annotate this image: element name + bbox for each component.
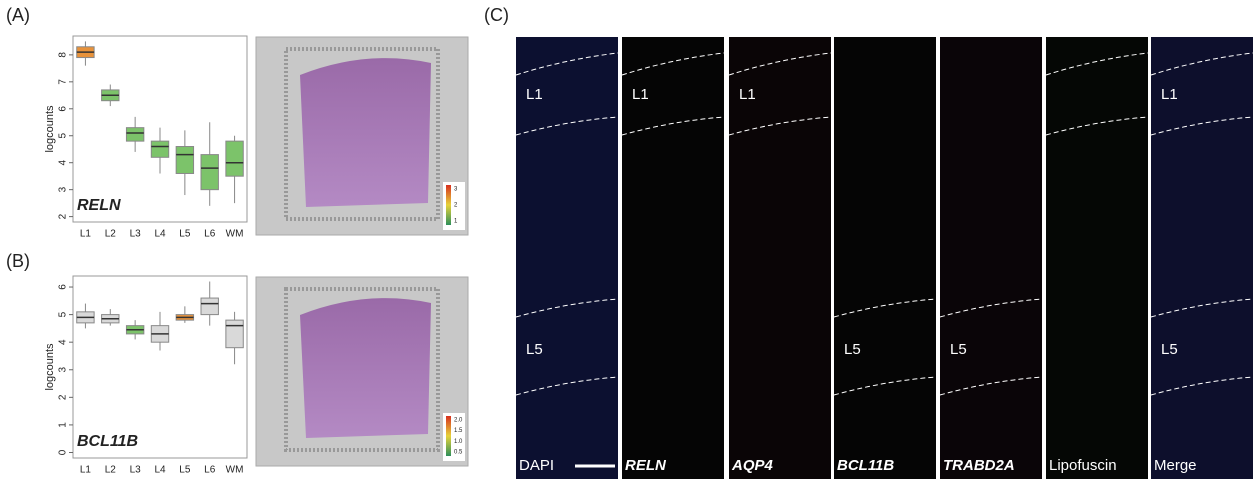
- y-axis-label: logcounts: [44, 343, 56, 391]
- layer-boundary: [515, 376, 619, 396]
- spot-array: [284, 47, 440, 221]
- y-tick-label: 2: [58, 394, 69, 400]
- layer-boundary: [1150, 116, 1253, 136]
- x-tick-label: L3: [130, 229, 142, 240]
- x-tick-label: WM: [226, 229, 244, 240]
- layer-boundary: [621, 52, 725, 76]
- x-tick-label: L4: [154, 229, 166, 240]
- channel-label: Lipofuscin: [1049, 457, 1117, 474]
- x-tick-label: L6: [204, 465, 216, 476]
- box: [125, 127, 145, 142]
- x-tick-label: L5: [179, 465, 191, 476]
- colorbar-label: 1.5: [454, 428, 463, 434]
- layer-label: L5: [526, 341, 543, 358]
- layer-boundary: [939, 376, 1043, 396]
- gene-annotation: BCL11B: [77, 433, 138, 450]
- x-tick-label: L3: [130, 465, 142, 476]
- layer-boundary: [833, 376, 937, 396]
- channel-label: AQP4: [731, 457, 774, 474]
- layer-boundary: [515, 298, 619, 318]
- channel-image: [1046, 37, 1148, 479]
- box: [150, 140, 170, 158]
- layer-label: L1: [1161, 86, 1178, 103]
- tissue: [300, 298, 431, 438]
- channel-label: TRABD2A: [943, 457, 1015, 474]
- y-tick-label: 1: [58, 422, 69, 428]
- layer-boundary: [1045, 52, 1149, 76]
- y-axis-label: logcounts: [44, 105, 56, 153]
- layer-label: L5: [1161, 341, 1178, 358]
- layer-label: L5: [950, 341, 967, 358]
- box: [225, 140, 244, 177]
- x-tick-label: L2: [105, 229, 117, 240]
- colorbar-label: 1.0: [454, 439, 463, 445]
- layer-label: L1: [526, 86, 543, 103]
- layer-boundary: [1045, 116, 1149, 136]
- channel-label: BCL11B: [837, 457, 894, 474]
- y-tick-label: 5: [58, 311, 69, 317]
- layer-label: L1: [739, 86, 756, 103]
- colorbar-label: 2.0: [454, 418, 463, 424]
- box: [175, 146, 195, 174]
- channel-image: [516, 37, 618, 479]
- y-tick-label: 6: [58, 284, 69, 290]
- x-tick-label: L4: [154, 465, 166, 476]
- channel-image: [834, 37, 936, 479]
- channel-label: RELN: [625, 457, 667, 474]
- channel-label: Merge: [1154, 457, 1197, 474]
- layer-boundary: [728, 52, 832, 76]
- x-tick-label: WM: [226, 465, 244, 476]
- box: [225, 319, 244, 349]
- layer-label: L1: [632, 86, 649, 103]
- tissue: [300, 58, 431, 207]
- colorbar-label: 0.5: [454, 450, 463, 456]
- y-tick-label: 7: [58, 79, 69, 85]
- plot-frame: [72, 275, 248, 459]
- colorbar-label: 1: [454, 219, 458, 225]
- colorbar: [446, 416, 451, 456]
- layer-boundary: [515, 116, 619, 136]
- x-tick-label: L2: [105, 465, 117, 476]
- x-tick-label: L6: [204, 229, 216, 240]
- panel-label: (B): [6, 251, 30, 271]
- y-tick-label: 5: [58, 133, 69, 139]
- layer-boundary: [515, 52, 619, 76]
- y-tick-label: 4: [58, 159, 69, 165]
- x-tick-label: L1: [80, 229, 92, 240]
- y-tick-label: 3: [58, 186, 69, 192]
- colorbar: [446, 185, 451, 225]
- colorbar-label: 3: [454, 187, 458, 193]
- colorbar-label: 2: [454, 203, 458, 209]
- channel-label: DAPI: [519, 457, 554, 474]
- layer-boundary: [1150, 52, 1253, 76]
- box: [200, 154, 219, 191]
- channel-image: [940, 37, 1042, 479]
- y-tick-label: 3: [58, 367, 69, 373]
- y-tick-label: 6: [58, 106, 69, 112]
- box: [200, 297, 219, 316]
- channel-image: [729, 37, 831, 479]
- spot-array: [284, 287, 440, 452]
- x-tick-label: L5: [179, 229, 191, 240]
- layer-boundary: [939, 298, 1043, 318]
- channel-image: [1151, 37, 1253, 479]
- y-tick-label: 0: [58, 449, 69, 455]
- x-tick-label: L1: [80, 465, 92, 476]
- panel-label: (A): [6, 5, 30, 25]
- panel-label: (C): [484, 5, 509, 25]
- channel-image: [622, 37, 724, 479]
- layer-boundary: [833, 298, 937, 318]
- layer-boundary: [621, 116, 725, 136]
- gene-annotation: RELN: [77, 197, 121, 214]
- y-tick-label: 8: [58, 52, 69, 58]
- layer-boundary: [1150, 298, 1253, 318]
- layer-label: L5: [844, 341, 861, 358]
- y-tick-label: 4: [58, 339, 69, 345]
- y-tick-label: 2: [58, 213, 69, 219]
- layer-boundary: [728, 116, 832, 136]
- layer-boundary: [1150, 376, 1253, 396]
